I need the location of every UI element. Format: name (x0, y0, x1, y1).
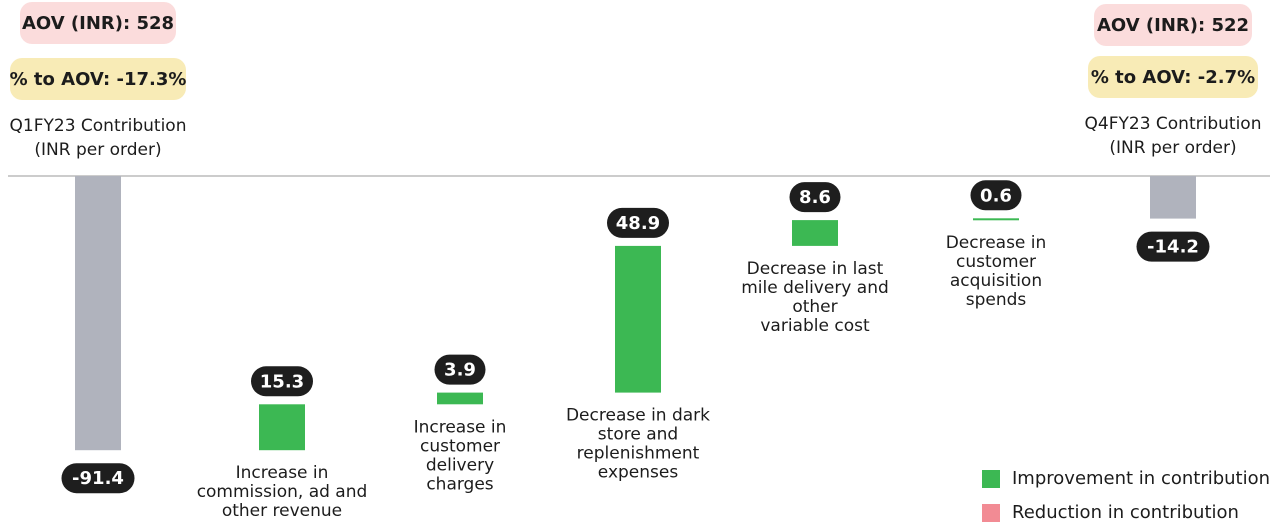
bar-5 (973, 218, 1019, 221)
value-label-bg-6 (1136, 231, 1210, 262)
value-label-6: -14.2 (1147, 237, 1199, 258)
category-label-5-2: acquisition (950, 271, 1042, 291)
bar-6 (1150, 176, 1196, 219)
start-aov-badge: AOV (INR): 528 (20, 2, 176, 44)
value-label-5: 0.6 (980, 185, 1012, 206)
value-label-4: 8.6 (799, 187, 831, 208)
legend-improvement: Improvement in contribution (982, 468, 1270, 489)
bar-4 (792, 220, 838, 246)
legend-improvement-label: Improvement in contribution (1012, 468, 1271, 489)
end-aov-badge: AOV (INR): 522 (1094, 4, 1252, 46)
category-label-1-0: Increase in (236, 463, 329, 483)
value-label-bg-3 (607, 207, 669, 238)
value-label-2: 3.9 (444, 360, 476, 381)
value-label-bg-2 (434, 354, 486, 385)
value-label-1: 15.3 (260, 371, 304, 392)
category-label-4-0: Decrease in last (747, 259, 884, 279)
category-label-4-3: variable cost (760, 316, 870, 336)
value-label-bg-4 (789, 182, 841, 213)
start-pct-badge: % to AOV: -17.3% (10, 58, 186, 100)
end-pct-badge: % to AOV: -2.7% (1088, 56, 1258, 98)
category-label-3-0: Decrease in dark (566, 406, 710, 426)
category-label-2-3: charges (426, 474, 493, 494)
value-label-0: -91.4 (72, 468, 124, 489)
category-label-3-3: expenses (598, 463, 679, 483)
legend-reduction-label: Reduction in contribution (1012, 502, 1239, 523)
start-label-line2: (INR per order) (34, 140, 162, 160)
category-label-4-2: other (792, 297, 837, 317)
value-label-bg-1 (251, 366, 313, 397)
end-label-line1: Q4FY23 Contribution (1084, 114, 1262, 134)
end-category-label: Q4FY23 Contribution (INR per order) (1068, 112, 1277, 160)
end-aov-text: AOV (INR): 522 (1096, 14, 1250, 36)
legend-improvement-swatch (982, 469, 1000, 488)
end-label-line2: (INR per order) (1109, 138, 1237, 158)
value-label-bg-0 (61, 463, 135, 494)
bar-3 (615, 245, 661, 393)
legend-reduction: Reduction in contribution (982, 502, 1239, 523)
category-label-1-2: other revenue (222, 501, 342, 521)
bar-0 (75, 176, 121, 451)
category-label-3-1: store and (598, 425, 678, 445)
category-label-3-2: replenishment (577, 444, 700, 464)
category-label-2-1: customer (420, 436, 500, 456)
bar-2 (437, 392, 483, 405)
category-label-4-1: mile delivery and (741, 278, 889, 298)
category-label-2-2: delivery (426, 455, 494, 475)
value-label-bg-5 (970, 180, 1022, 211)
category-label-2-0: Increase in (414, 417, 507, 437)
category-label-5-3: spends (966, 290, 1027, 310)
category-label-5-1: customer (956, 252, 1036, 272)
category-label-1-1: commission, ad and (197, 482, 368, 502)
start-label-line1: Q1FY23 Contribution (9, 116, 187, 136)
value-label-3: 48.9 (616, 213, 660, 234)
start-aov-text: AOV (INR): 528 (21, 12, 175, 34)
end-pct-text: % to AOV: -2.7% (1090, 66, 1256, 88)
bar-1 (259, 404, 305, 451)
legend-reduction-swatch (982, 503, 1000, 522)
category-label-5-0: Decrease in (946, 233, 1047, 253)
start-pct-text: % to AOV: -17.3% (9, 68, 187, 90)
start-category-label: Q1FY23 Contribution (INR per order) (0, 114, 196, 162)
